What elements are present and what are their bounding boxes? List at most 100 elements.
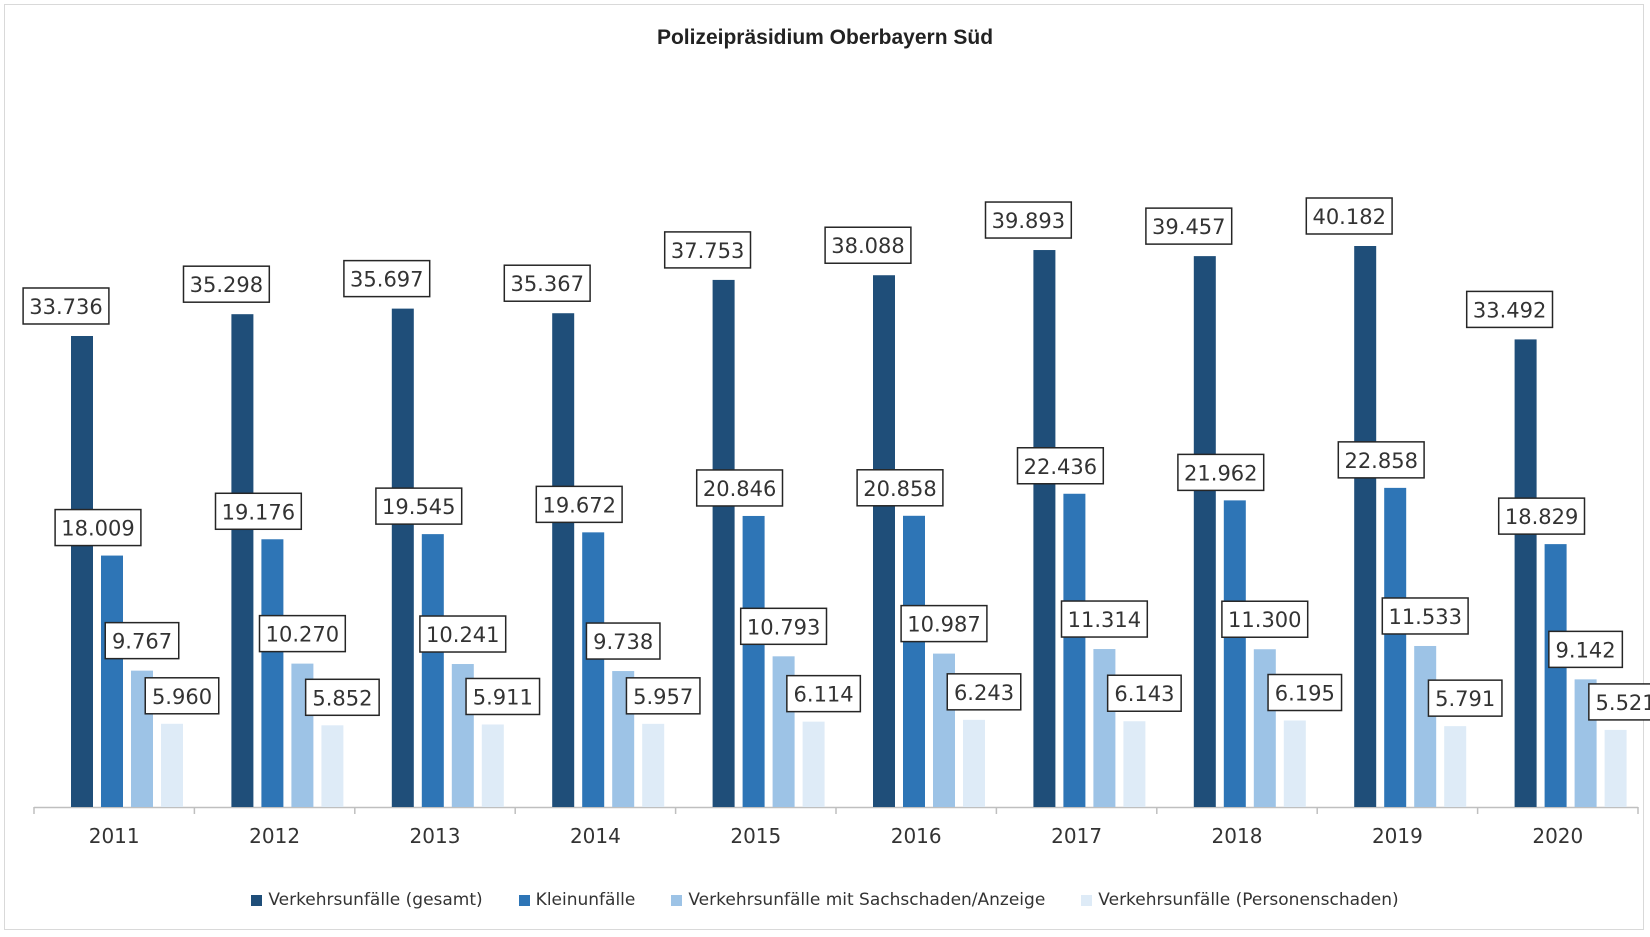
- data-label: 11.314: [1060, 600, 1149, 638]
- bar-4: [963, 719, 985, 807]
- svg-text:22.858: 22.858: [1344, 449, 1417, 473]
- x-tick-label: 2016: [891, 824, 942, 848]
- bar-1: [873, 275, 895, 807]
- data-label: 9.142: [1548, 630, 1624, 669]
- x-tick-label: 2020: [1532, 824, 1583, 848]
- data-label: 22.858: [1337, 441, 1425, 479]
- data-label: 5.957: [625, 677, 701, 715]
- bar-2: [582, 532, 605, 807]
- x-tick-label: 2017: [1051, 824, 1102, 848]
- bar-1: [231, 314, 254, 807]
- bar-4: [1604, 729, 1627, 807]
- data-label: 19.545: [375, 487, 463, 525]
- data-label: 33.736: [22, 287, 110, 325]
- legend-label: Verkehrsunfälle (Personenschaden): [1098, 890, 1399, 910]
- bar-1: [1193, 256, 1216, 807]
- legend-label: Kleinunfälle: [535, 890, 636, 910]
- data-label: 10.793: [739, 607, 828, 646]
- svg-text:35.697: 35.697: [350, 268, 423, 292]
- legend-swatch: [251, 894, 263, 906]
- svg-text:20.846: 20.846: [703, 477, 776, 501]
- svg-text:20.858: 20.858: [863, 477, 936, 501]
- bar-2: [903, 515, 925, 807]
- x-tick-label: 2013: [410, 824, 461, 848]
- bar-4: [161, 723, 183, 807]
- bar-1: [391, 308, 414, 807]
- data-label: 19.176: [214, 492, 303, 531]
- bar-3: [1253, 649, 1276, 807]
- data-label: 10.987: [900, 604, 988, 643]
- svg-text:6.243: 6.243: [954, 681, 1014, 705]
- svg-text:5.911: 5.911: [473, 685, 533, 709]
- legend-item-4: Verkehrsunfälle (Personenschaden): [1081, 890, 1399, 910]
- data-label: 35.298: [182, 265, 271, 303]
- data-label: 37.753: [663, 231, 752, 269]
- svg-text:10.241: 10.241: [426, 623, 499, 647]
- data-label: 9.767: [104, 621, 180, 660]
- svg-text:9.767: 9.767: [112, 630, 172, 654]
- bar-4: [642, 723, 665, 807]
- bar-3: [1093, 649, 1116, 807]
- data-label: 21.962: [1177, 453, 1265, 492]
- x-tick-label: 2011: [89, 824, 140, 848]
- data-label: 5.852: [304, 678, 380, 717]
- bar-4: [1283, 720, 1306, 807]
- bar-2: [742, 515, 765, 807]
- svg-text:40.182: 40.182: [1312, 205, 1385, 229]
- legend-label: Verkehrsunfälle (gesamt): [268, 890, 483, 910]
- bar-4: [1444, 726, 1467, 807]
- bar-1: [712, 279, 735, 807]
- x-tick-label: 2015: [730, 824, 781, 848]
- bar-2: [261, 539, 284, 807]
- x-tick-label: 2012: [249, 824, 300, 848]
- svg-text:39.457: 39.457: [1152, 215, 1225, 239]
- legend-swatch: [1081, 894, 1093, 906]
- bar-1: [1354, 246, 1377, 807]
- x-tick-label: 2018: [1212, 824, 1263, 848]
- svg-text:11.533: 11.533: [1388, 605, 1461, 629]
- svg-text:5.521: 5.521: [1596, 691, 1650, 715]
- data-label: 9.738: [585, 622, 661, 660]
- svg-text:6.114: 6.114: [794, 683, 854, 707]
- data-label: 10.270: [258, 614, 347, 653]
- data-label: 5.911: [465, 677, 541, 716]
- data-label: 6.114: [786, 674, 862, 713]
- svg-text:10.987: 10.987: [907, 613, 980, 637]
- svg-text:9.142: 9.142: [1556, 638, 1616, 662]
- chart-legend: Verkehrsunfälle (gesamt) Kleinunfälle Verk…: [0, 888, 1650, 912]
- svg-text:6.195: 6.195: [1275, 682, 1335, 706]
- data-label: 20.858: [856, 469, 944, 507]
- bar-4: [321, 725, 344, 807]
- svg-text:22.436: 22.436: [1024, 455, 1097, 479]
- svg-text:35.298: 35.298: [190, 273, 263, 297]
- bar-2: [1223, 500, 1246, 807]
- svg-text:6.143: 6.143: [1114, 682, 1174, 706]
- svg-text:5.960: 5.960: [152, 685, 212, 709]
- x-tick-label: 2014: [570, 824, 621, 848]
- data-label: 40.182: [1305, 197, 1393, 235]
- svg-text:5.852: 5.852: [312, 686, 372, 710]
- svg-text:10.270: 10.270: [266, 623, 339, 647]
- svg-text:9.738: 9.738: [593, 630, 653, 654]
- legend-swatch: [518, 894, 530, 906]
- svg-text:38.088: 38.088: [831, 234, 904, 258]
- bar-2: [1063, 493, 1086, 807]
- legend-item-3: Verkehrsunfälle mit Sachschaden/Anzeige: [671, 890, 1045, 910]
- bar-4: [802, 721, 825, 807]
- data-label: 39.893: [984, 201, 1073, 239]
- data-label: 35.697: [343, 259, 431, 298]
- data-label: 10.241: [419, 615, 507, 653]
- data-label: 20.846: [695, 469, 784, 507]
- x-tick-label: 2019: [1372, 824, 1423, 848]
- chart-title: Polizeipräsidium Oberbayern Süd: [656, 26, 994, 49]
- legend-item-1: Verkehrsunfälle (gesamt): [251, 890, 483, 910]
- data-label: 6.143: [1106, 674, 1182, 712]
- data-label: 38.088: [824, 226, 912, 264]
- svg-text:18.829: 18.829: [1505, 505, 1578, 529]
- data-label: 6.243: [946, 673, 1022, 711]
- data-label: 5.791: [1427, 679, 1503, 717]
- bar-2: [421, 534, 444, 807]
- svg-text:39.893: 39.893: [992, 209, 1065, 233]
- svg-text:10.793: 10.793: [747, 615, 820, 639]
